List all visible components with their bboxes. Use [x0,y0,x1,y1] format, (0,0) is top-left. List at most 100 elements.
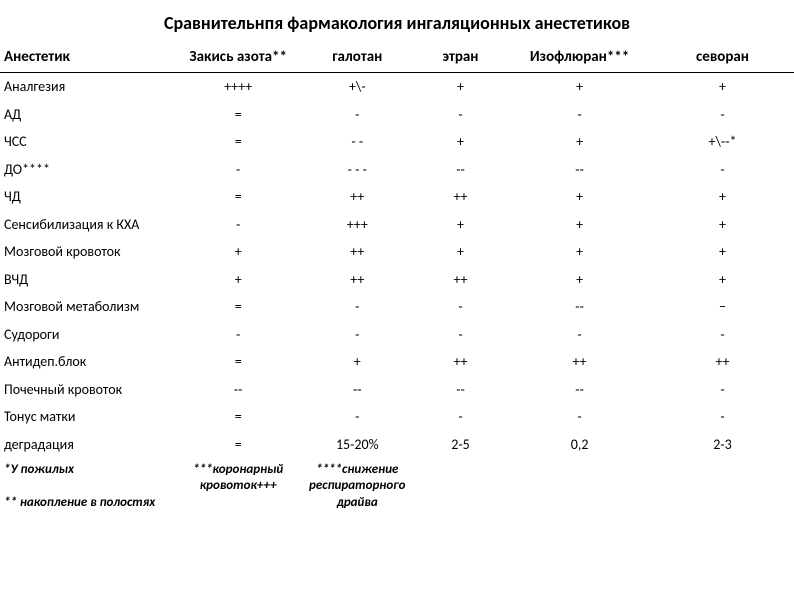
table-cell: - [413,293,508,321]
table-cell: -- [175,376,302,404]
table-cell: -- [413,376,508,404]
table-row: ЧД=++++++ [0,183,794,211]
table-cell: ДО**** [0,156,175,184]
table-cell: 0,2 [508,431,651,459]
table-cell: = [175,348,302,376]
table-cell: = [175,128,302,156]
table-cell: ЧД [0,183,175,211]
table-cell: = [175,183,302,211]
table-cell: ++ [508,348,651,376]
table-row: ДО****-- - ------ [0,156,794,184]
table-cell: - [413,321,508,349]
table-cell: + [651,183,794,211]
table-cell: ++++ [175,73,302,101]
table-row: Почечный кровоток--------- [0,376,794,404]
table-cell: + [413,128,508,156]
table-cell: - [413,101,508,129]
table-row: Аналгезия+++++\-+++ [0,73,794,101]
table-cell: +\--* [651,128,794,156]
table-cell: = [175,403,302,431]
table-cell: = [175,101,302,129]
table-cell: ++ [413,348,508,376]
table-cell: Судороги [0,321,175,349]
table-cell: - [302,403,413,431]
table-cell: - [651,376,794,404]
col-header: Анестетик [0,42,175,73]
col-header: Закись азота** [175,42,302,73]
table-cell: + [413,211,508,239]
table-cell: - [302,101,413,129]
table-cell: АД [0,101,175,129]
table-cell: + [508,183,651,211]
table-row: АД=---- [0,101,794,129]
table-cell: Аналгезия [0,73,175,101]
table-cell: + [175,238,302,266]
page-title: Сравнительнпя фармакология ингаляционных… [0,0,794,42]
table-cell: + [651,238,794,266]
table-cell: +\- [302,73,413,101]
table-cell: + [508,211,651,239]
table-cell: - [175,156,302,184]
table-row: ЧСС=- -+++\--* [0,128,794,156]
table-row: Судороги----- [0,321,794,349]
table-cell: = [175,431,302,459]
table-cell: - [413,403,508,431]
footnote-left: *У пожилых** накопление в полостях [0,458,175,516]
table-cell: - [175,211,302,239]
footnote-empty [413,458,508,516]
table-cell: ++ [302,238,413,266]
table-cell: ++ [413,183,508,211]
table-cell: -- [508,376,651,404]
table-cell: + [651,266,794,294]
table-row: Мозговой метаболизм=----− [0,293,794,321]
table-cell: ЧСС [0,128,175,156]
table-cell: - [651,321,794,349]
col-header: Изофлюран*** [508,42,651,73]
table-cell: - [175,321,302,349]
table-cell: 15-20% [302,431,413,459]
col-header: севоран [651,42,794,73]
table-cell: - [651,403,794,431]
table-cell: -- [302,376,413,404]
table-cell: Мозговой метаболизм [0,293,175,321]
table-cell: Антидеп.блок [0,348,175,376]
table-cell: - [651,101,794,129]
footnote-mid: ***коронарный кровоток+++ [175,458,302,516]
table-cell: ВЧД [0,266,175,294]
table-cell: 2-5 [413,431,508,459]
table-cell: -- [508,156,651,184]
table-cell: ++ [302,183,413,211]
table-cell: Тонус матки [0,403,175,431]
table-cell: + [413,73,508,101]
table-row: ВЧД+++++++ [0,266,794,294]
table-row: Тонус матки=---- [0,403,794,431]
table-cell: ++ [413,266,508,294]
table-row: Мозговой кровоток++++++ [0,238,794,266]
table-cell: Мозговой кровоток [0,238,175,266]
table-cell: -- [508,293,651,321]
table-cell: + [175,266,302,294]
table-cell: - [508,321,651,349]
table-header-row: Анестетик Закись азота** галотан этран И… [0,42,794,73]
table-cell: + [651,211,794,239]
table-row: Сенсибилизация к КХА-++++++ [0,211,794,239]
table-cell: -- [413,156,508,184]
comparison-table: Анестетик Закись азота** галотан этран И… [0,42,794,516]
table-cell: 2-3 [651,431,794,459]
table-cell: - [651,156,794,184]
table-cell: = [175,293,302,321]
table-cell: +++ [302,211,413,239]
table-cell: - [302,321,413,349]
table-cell: − [651,293,794,321]
footnote-row: *У пожилых** накопление в полостях***кор… [0,458,794,516]
table-cell: - [302,293,413,321]
col-header: галотан [302,42,413,73]
footnote-right: ****снижение респираторного драйва [302,458,413,516]
table-cell: + [413,238,508,266]
table-cell: - - [302,128,413,156]
table-cell: + [508,238,651,266]
table-row: Антидеп.блок=+++++++ [0,348,794,376]
table-cell: - [508,101,651,129]
footnote-empty [651,458,794,516]
table-cell: Почечный кровоток [0,376,175,404]
